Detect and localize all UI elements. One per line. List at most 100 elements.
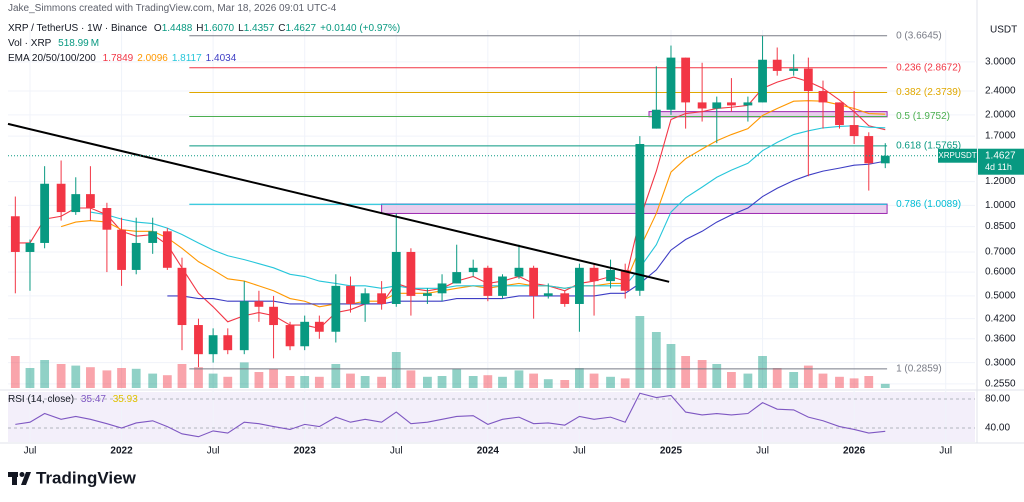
volume-bar	[666, 344, 676, 388]
candle-body	[239, 301, 249, 351]
volume-unit: M	[90, 38, 100, 49]
volume-bar	[635, 316, 645, 388]
candle-body	[514, 267, 524, 277]
candle-body	[758, 59, 767, 103]
candle-body	[117, 229, 126, 270]
candle-body	[880, 155, 890, 164]
volume-bar	[681, 356, 691, 388]
volume-bar	[452, 368, 462, 388]
volume-bar	[606, 376, 615, 388]
candle-body	[86, 194, 95, 209]
y-tick-label: 1.7000	[985, 131, 1016, 142]
fib-label: 0.382 (2.3739)	[896, 87, 961, 98]
candle-body	[40, 183, 50, 243]
candle-body	[712, 102, 722, 109]
ohlc-value: 1.4488	[161, 23, 193, 34]
candle-body	[818, 91, 828, 103]
x-tick-label: 2022	[110, 446, 133, 457]
ohlc-label: O	[153, 23, 162, 34]
candle-body	[743, 102, 753, 106]
candle-body	[194, 325, 203, 355]
volume-bar	[56, 364, 66, 388]
volume-bar	[86, 367, 95, 388]
volume-bar	[772, 368, 782, 388]
last-price-value: 1.4627	[985, 150, 1016, 161]
candle-body	[254, 301, 264, 307]
candle-body	[589, 267, 599, 282]
fib-label: 0.236 (2.8672)	[896, 62, 961, 73]
last-price-symbol: XRPUSDT	[938, 151, 976, 160]
fib-label: 0.5 (1.9752)	[896, 111, 950, 122]
fib-label: 0.618 (1.5765)	[896, 141, 961, 152]
rsi-header: RSI (14, close) 35.47 35.93	[8, 394, 142, 405]
candle-body	[681, 57, 691, 103]
candle-body	[666, 57, 676, 110]
x-tick-label: 2023	[294, 446, 317, 457]
fib-label: 1 (0.2859)	[896, 364, 942, 375]
fib-label: 0.786 (1.0089)	[896, 199, 961, 210]
x-tick-label: Jul	[207, 446, 220, 457]
footer-logo-icon	[8, 472, 31, 485]
candle-body	[148, 231, 158, 243]
volume-bar	[194, 367, 203, 388]
candle-body	[406, 251, 416, 296]
volume-bar	[483, 375, 493, 388]
volume-bar	[437, 376, 447, 388]
candle-body	[391, 251, 401, 304]
candle-body	[56, 183, 66, 213]
ema-value: 2.0096	[137, 53, 168, 64]
volume-bar	[529, 373, 539, 388]
ohlc-label: H	[196, 23, 204, 34]
volume-bar	[10, 356, 20, 388]
ema-line	[15, 76, 886, 329]
change: +0.0140 (+0.97%)	[320, 23, 401, 34]
volume-bar	[880, 383, 890, 388]
rsi-line	[15, 392, 886, 438]
x-tick-label: 2025	[660, 446, 683, 457]
volume-bar	[71, 365, 81, 388]
symbol-header: XRP / TetherUS · 1W · Binance O1.4488 H1.…	[8, 23, 404, 34]
volume-bar	[560, 380, 570, 388]
x-tick-label: Jul	[24, 446, 37, 457]
ema-value: 1.8117	[171, 53, 202, 64]
y-tick-label: 0.3000	[985, 357, 1016, 368]
y-tick-label: 0.2550	[985, 378, 1016, 389]
volume-bar	[223, 376, 233, 388]
watermark: Jake_Simmons created with TradingView.co…	[8, 3, 337, 14]
candle-body	[789, 68, 799, 71]
y-tick-label: 0.7000	[985, 247, 1016, 258]
volume-bar	[102, 370, 112, 388]
candle-body	[71, 194, 81, 213]
candle-body	[177, 267, 187, 326]
candle-body	[102, 208, 112, 230]
x-tick-label: Jul	[573, 446, 586, 457]
y-axis-title: USDT	[990, 25, 1017, 36]
candle-body	[498, 276, 507, 296]
candle-body	[360, 293, 370, 304]
candle-body	[483, 267, 493, 296]
volume-bar	[300, 376, 310, 388]
ema-value: 1.7849	[102, 53, 134, 64]
ema-header: EMA 20/50/100/200 1.7849 2.0096 1.8117 1.40…	[8, 53, 240, 64]
candle-body	[10, 216, 20, 252]
candle-body	[269, 306, 278, 326]
candle-body	[803, 68, 813, 92]
y-tick-label: 3.0000	[985, 57, 1016, 68]
volume-bar	[131, 368, 141, 388]
candle-body	[285, 325, 295, 347]
candle-body	[727, 102, 736, 106]
candle-body	[25, 242, 35, 252]
volume-bar	[575, 368, 584, 388]
candle-body	[835, 102, 844, 126]
ohlc-value: 1.6070	[203, 23, 235, 34]
volume-bar	[269, 368, 278, 388]
volume-bar	[25, 368, 35, 388]
rsi-value: 35.47	[80, 394, 106, 405]
volume-bar	[346, 373, 355, 388]
candle-body	[314, 321, 324, 332]
volume-value: 518.99	[58, 38, 89, 49]
volume-bar	[331, 364, 341, 388]
volume-bar	[360, 376, 370, 388]
volume-bar	[468, 376, 478, 388]
